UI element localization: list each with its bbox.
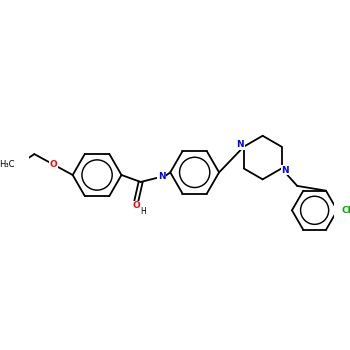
Text: H: H (141, 207, 146, 216)
Text: H₃C: H₃C (0, 160, 14, 169)
Text: O: O (50, 160, 57, 169)
Text: Cl: Cl (341, 206, 350, 215)
Text: N: N (237, 140, 244, 149)
Text: N: N (158, 172, 165, 181)
Text: N: N (281, 166, 289, 175)
Text: O: O (132, 201, 140, 210)
